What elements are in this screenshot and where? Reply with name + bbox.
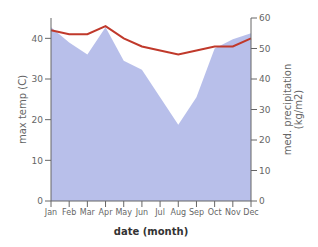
svg-text:med. precipitation(kg/m2): med. precipitation(kg/m2) (282, 64, 304, 156)
svg-text:Aug: Aug (170, 208, 186, 217)
svg-text:10: 10 (32, 156, 44, 166)
svg-text:max temp (C): max temp (C) (17, 75, 28, 144)
svg-text:60: 60 (259, 13, 271, 23)
svg-text:Jan: Jan (44, 208, 57, 217)
svg-text:Feb: Feb (62, 208, 76, 217)
svg-text:Nov: Nov (225, 208, 241, 217)
svg-text:Sep: Sep (189, 208, 204, 217)
svg-text:Apr: Apr (99, 208, 114, 217)
svg-text:0: 0 (259, 196, 265, 206)
svg-text:date (month): date (month) (114, 226, 188, 237)
svg-text:50: 50 (259, 44, 271, 54)
svg-text:Jun: Jun (135, 208, 149, 217)
svg-text:Dec: Dec (243, 208, 258, 217)
svg-text:40: 40 (259, 74, 271, 84)
svg-text:30: 30 (259, 105, 271, 115)
svg-text:Oct: Oct (208, 208, 222, 217)
svg-text:Mar: Mar (80, 208, 96, 217)
svg-text:Jul: Jul (154, 208, 165, 217)
svg-text:30: 30 (32, 74, 44, 84)
svg-text:40: 40 (32, 34, 44, 44)
svg-text:20: 20 (259, 135, 271, 145)
svg-text:0: 0 (37, 196, 43, 206)
svg-text:10: 10 (259, 166, 271, 176)
svg-text:May: May (115, 208, 132, 217)
svg-text:20: 20 (32, 115, 44, 125)
